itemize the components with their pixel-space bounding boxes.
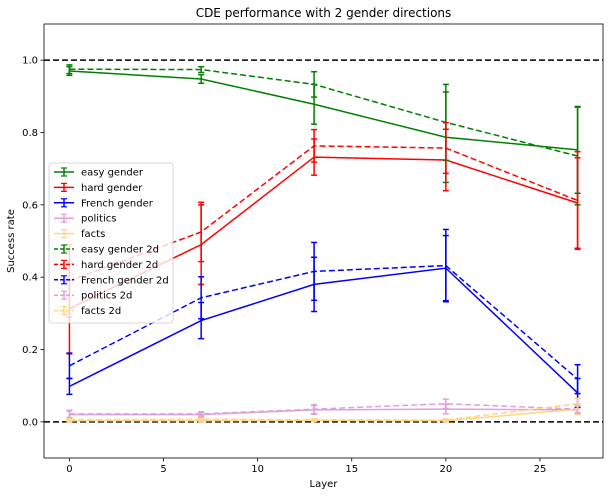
legend-label: French gender bbox=[81, 198, 154, 209]
series-french-gender-2d bbox=[66, 228, 581, 395]
legend-item-politics: politics bbox=[54, 213, 116, 225]
chart-title: CDE performance with 2 gender directions bbox=[196, 6, 452, 20]
legend-item-facts: facts bbox=[54, 229, 105, 240]
x-tick-label: 25 bbox=[534, 464, 547, 475]
legend-item-politics-2d: politics 2d bbox=[54, 290, 132, 302]
series-facts-2d bbox=[66, 397, 581, 422]
y-tick-label: 0.8 bbox=[22, 128, 38, 139]
y-tick-label: 0.4 bbox=[22, 273, 38, 284]
legend-item-easy-gender: easy gender bbox=[54, 167, 144, 179]
legend-label: hard gender bbox=[81, 183, 143, 194]
x-tick-label: 0 bbox=[66, 464, 72, 475]
legend-item-french-gender: French gender bbox=[54, 198, 154, 209]
series-line-easy-gender bbox=[69, 70, 578, 151]
legend-label: politics 2d bbox=[81, 291, 132, 302]
x-tick-label: 10 bbox=[251, 464, 264, 475]
y-tick-label: 1.0 bbox=[22, 56, 38, 67]
y-axis-label: Success rate bbox=[6, 209, 17, 273]
legend-label: facts bbox=[81, 229, 105, 240]
legend-item-hard-gender-2d: hard gender 2d bbox=[54, 259, 158, 271]
legend-item-facts-2d: facts 2d bbox=[54, 306, 121, 317]
legend-label: hard gender 2d bbox=[81, 260, 158, 271]
legend-label: easy gender 2d bbox=[81, 245, 159, 256]
x-tick-label: 5 bbox=[160, 464, 166, 475]
plot-area bbox=[43, 23, 604, 459]
legend-item-easy-gender-2d: easy gender 2d bbox=[54, 244, 159, 256]
x-axis: 0 5 10 15 20 25 bbox=[66, 458, 546, 475]
legend-label: French gender 2d bbox=[81, 275, 169, 286]
x-axis-label: Layer bbox=[310, 479, 339, 490]
x-tick-label: 20 bbox=[439, 464, 452, 475]
legend-label: easy gender bbox=[81, 168, 144, 179]
y-tick-label: 0.6 bbox=[22, 200, 38, 211]
x-tick-label: 15 bbox=[345, 464, 358, 475]
legend-label: politics bbox=[81, 214, 116, 225]
reference-lines bbox=[44, 59, 603, 423]
series-politics-2d bbox=[66, 398, 581, 419]
y-tick-label: 0.0 bbox=[22, 417, 38, 428]
y-axis: 0.0 0.2 0.4 0.6 0.8 1.0 bbox=[22, 56, 44, 428]
legend-label: facts 2d bbox=[81, 306, 121, 317]
legend-box bbox=[48, 162, 174, 324]
legend-item-hard-gender: hard gender bbox=[54, 182, 143, 194]
series-layer bbox=[66, 64, 581, 423]
legend: easy gender hard gender French gender polit… bbox=[48, 162, 174, 324]
plot-frame bbox=[43, 23, 604, 459]
y-tick-label: 0.2 bbox=[22, 345, 38, 356]
legend-item-french-gender-2d: French gender 2d bbox=[54, 275, 169, 286]
